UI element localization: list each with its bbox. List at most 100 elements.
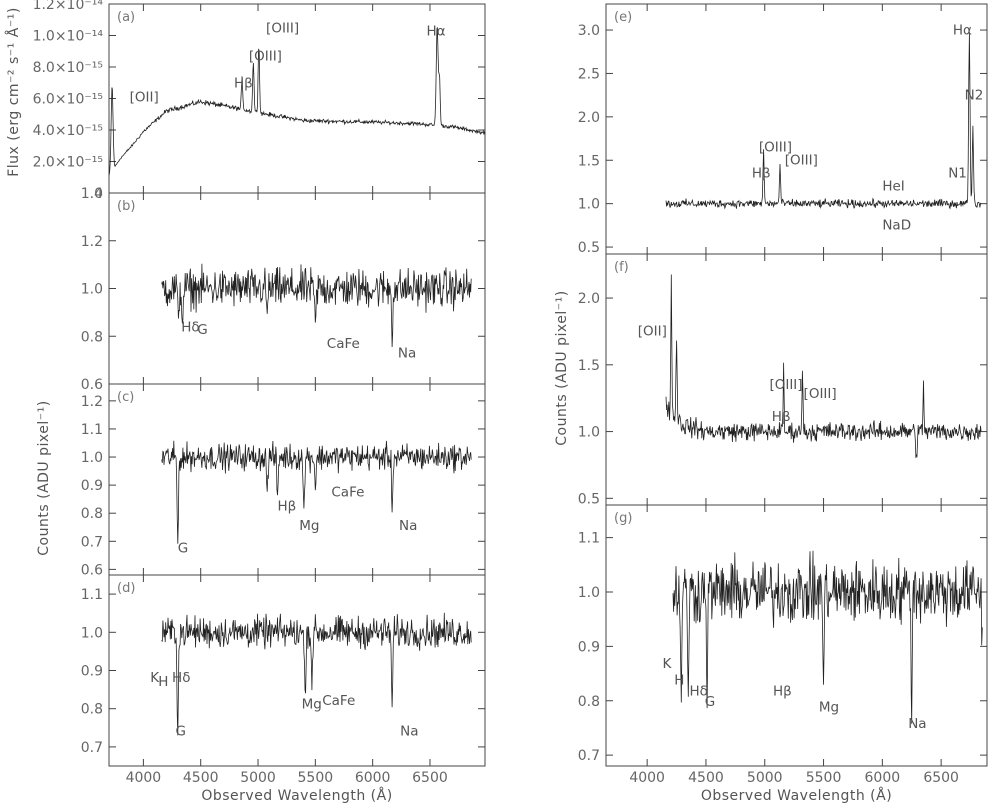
y-tick-label: 1.2 xyxy=(81,234,103,250)
x-tick-label: 5500 xyxy=(298,770,334,786)
line-label: Hδ xyxy=(172,670,190,686)
line-label: K xyxy=(662,656,672,672)
y-tick-label: 0.7 xyxy=(81,534,103,550)
y-tick-label: 1.0 xyxy=(578,585,600,601)
line-label: Na xyxy=(399,518,417,534)
x-tick-label: 4500 xyxy=(183,770,219,786)
y-tick-label: 2.0 xyxy=(578,291,600,307)
line-label: G xyxy=(197,322,207,338)
x-axis-title: Observed Wavelength (Å) xyxy=(701,787,892,804)
y-tick-label: 1.2×10⁻¹⁴ xyxy=(33,0,104,13)
spectrum-e xyxy=(665,32,982,210)
y-tick-label: 1.0 xyxy=(81,625,103,641)
x-tick-label: 5000 xyxy=(747,770,783,786)
spectrum-a xyxy=(108,27,486,176)
line-label: G xyxy=(178,541,188,557)
line-label: N2 xyxy=(965,87,984,103)
line-label: Na xyxy=(398,346,416,362)
x-tick-label: 6000 xyxy=(865,770,901,786)
y-tick-label: 1.1 xyxy=(81,587,103,603)
line-label: Hβ xyxy=(772,409,791,425)
line-label: Hα xyxy=(427,24,446,40)
spectrum-b xyxy=(161,263,472,348)
line-label: K xyxy=(150,670,160,686)
panel-d-frame xyxy=(108,574,486,767)
y-tick-label: 2.0×10⁻¹⁵ xyxy=(33,155,103,171)
panel-tag: (a) xyxy=(117,10,135,25)
panel-tag: (c) xyxy=(117,390,134,405)
x-tick-label: 6500 xyxy=(412,770,448,786)
y-tick-label: 1.1 xyxy=(578,531,600,547)
line-label: Mg xyxy=(299,518,319,534)
counts-axis-title-right: Counts (ADU pixel⁻¹) xyxy=(554,290,570,445)
y-tick-label: 1.1 xyxy=(81,422,103,438)
panel-g-frame xyxy=(605,504,988,767)
y-tick-label: 8.0×10⁻¹⁵ xyxy=(33,60,103,76)
y-tick-label: 0.6 xyxy=(81,377,103,393)
panel-tag: (b) xyxy=(117,199,135,214)
line-label: HeI xyxy=(882,179,904,195)
panel-a: 0 2.0×10⁻¹⁵ 4.0×10⁻¹⁵ 6.0×10⁻¹⁵ 8.0×10⁻¹⁵ 1.0… xyxy=(33,0,486,202)
y-tick-label: 0.8 xyxy=(81,506,103,522)
y-tick-label: 0.9 xyxy=(81,664,103,680)
y-tick-label: 1.5 xyxy=(578,358,600,374)
x-tick-label: 4500 xyxy=(688,770,724,786)
x-axis-title: Observed Wavelength (Å) xyxy=(201,787,392,804)
line-label: [OII] xyxy=(638,323,667,339)
line-label: NaD xyxy=(882,218,911,234)
y-tick-label: 6.0×10⁻¹⁵ xyxy=(33,92,103,108)
x-tick-label: 5500 xyxy=(806,770,842,786)
y-tick-label: 3.0 xyxy=(578,23,600,39)
line-label: [OIII] xyxy=(804,386,837,402)
panel-tag: (e) xyxy=(614,10,632,25)
line-label: Hα xyxy=(953,22,972,38)
line-label: Mg xyxy=(302,697,322,713)
flux-axis-title: Flux (erg cm⁻² s⁻¹ Å⁻¹) xyxy=(5,7,22,177)
line-label: [OIII] xyxy=(785,153,818,169)
line-label: Hβ xyxy=(773,683,792,699)
y-tick-label: 0.9 xyxy=(81,478,103,494)
x-tick-label: 4000 xyxy=(126,770,162,786)
y-tick-label: 0 xyxy=(94,186,103,202)
y-tick-label: 0.8 xyxy=(81,702,103,718)
y-tick-label: 1.0 xyxy=(578,425,600,441)
spectrum-d xyxy=(161,612,472,736)
y-tick-label: 1.0 xyxy=(81,282,103,298)
y-tick-label: 2.5 xyxy=(578,66,600,82)
x-tick-label: 6500 xyxy=(923,770,959,786)
panel-c-frame xyxy=(108,383,486,576)
y-tick-label: 0.7 xyxy=(81,740,103,756)
y-tick-label: 0.9 xyxy=(578,639,600,655)
panel-g: 0.7 0.8 0.9 1.0 1.1 4000 4500 5000 5500 6000 6500 O… xyxy=(578,504,988,804)
y-tick-label: 0.6 xyxy=(81,562,103,578)
line-label: H xyxy=(674,672,684,688)
panel-d: 0.7 0.8 0.9 1.0 1.1 4000 4500 5000 5500 6000 6500 O… xyxy=(81,574,486,804)
spectrum-c xyxy=(161,440,472,544)
line-label: N1 xyxy=(948,166,967,182)
panel-tag: (d) xyxy=(117,581,135,596)
panel-b: 0.6 0.8 1.0 1.2 1.4 (b) HδG CaFe Na xyxy=(81,186,486,393)
line-label: [OIII] xyxy=(249,49,282,65)
line-label: [OIII] xyxy=(759,140,792,156)
line-label: CaFe xyxy=(327,336,360,352)
panel-e: 0.5 1.0 1.5 2.0 2.5 3.0 (e) Hβ [OIII][OIII] HeI Na… xyxy=(578,3,988,256)
spectrum-g xyxy=(672,550,983,724)
line-label: G xyxy=(705,694,715,710)
y-tick-label: 1.5 xyxy=(578,153,600,169)
line-label: [OII] xyxy=(130,90,159,106)
spectrum-f xyxy=(665,274,982,459)
line-label: Hβ xyxy=(278,498,297,514)
y-tick-label: 0.5 xyxy=(578,240,600,256)
line-label: Na xyxy=(400,723,418,739)
y-tick-label: 1.0 xyxy=(81,450,103,466)
y-tick-label: 0.5 xyxy=(578,491,600,507)
line-label: Hδ xyxy=(181,319,199,335)
line-label: Hβ xyxy=(234,75,253,91)
x-tick-label: 6000 xyxy=(355,770,391,786)
y-tick-label: 1.0×10⁻¹⁴ xyxy=(33,29,104,45)
panel-c: 0.6 0.7 0.8 0.9 1.0 1.1 1.2 (c) G Hβ CaFe Mg Na xyxy=(81,383,486,578)
y-tick-label: 0.8 xyxy=(578,694,600,710)
line-label: CaFe xyxy=(322,693,355,709)
